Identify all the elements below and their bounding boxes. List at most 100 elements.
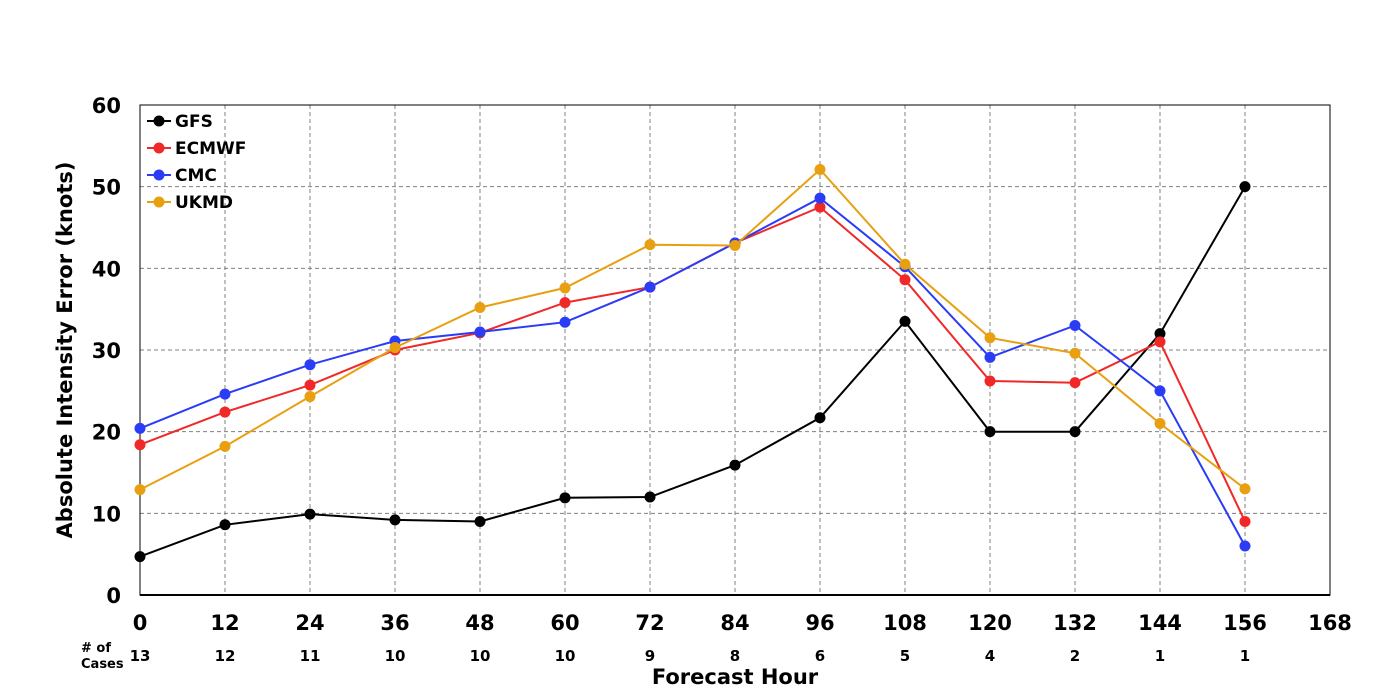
case-count-label: 10 xyxy=(555,647,576,665)
x-tick-label: 12 xyxy=(210,611,239,635)
data-point xyxy=(304,379,316,391)
x-tick-label: 84 xyxy=(720,611,749,635)
case-count-label: 10 xyxy=(470,647,491,665)
data-point xyxy=(1239,540,1251,552)
legend-marker xyxy=(153,142,165,154)
cases-row: 13 12 11 10 10 10 9 8 6 5 4 2 1 1 xyxy=(130,647,1251,665)
data-point xyxy=(559,316,571,328)
data-point xyxy=(1069,377,1081,389)
cases-row-label-line1: # of xyxy=(81,641,111,656)
case-count-label: 6 xyxy=(815,647,825,665)
data-point xyxy=(389,342,401,354)
case-count-label: 10 xyxy=(385,647,406,665)
legend-item-cmc: CMC xyxy=(147,166,217,186)
data-point xyxy=(219,440,231,452)
y-tick-labels: 0 10 20 30 40 50 60 xyxy=(92,94,121,608)
data-point xyxy=(729,239,741,251)
data-point xyxy=(389,514,401,526)
y-tick-label: 50 xyxy=(92,176,121,200)
x-tick-label: 48 xyxy=(465,611,494,635)
case-count-label: 1 xyxy=(1155,647,1165,665)
legend-label: GFS xyxy=(175,112,213,132)
x-tick-labels: 0 12 24 36 48 60 72 84 96 108 120 132 144 156 168 xyxy=(133,611,1352,635)
data-point xyxy=(304,508,316,520)
x-tick-label: 0 xyxy=(133,611,148,635)
series-line xyxy=(139,196,1246,547)
data-point xyxy=(134,422,146,434)
case-count-label: 9 xyxy=(645,647,655,665)
y-tick-label: 30 xyxy=(92,339,121,363)
x-tick-label: 168 xyxy=(1308,611,1352,635)
legend-item-ecmwf: ECMWF xyxy=(147,139,246,159)
x-tick-label: 132 xyxy=(1053,611,1097,635)
data-point xyxy=(219,388,231,400)
case-count-label: 1 xyxy=(1240,647,1250,665)
case-count-label: 11 xyxy=(300,647,321,665)
case-count-label: 2 xyxy=(1070,647,1080,665)
data-point xyxy=(814,412,826,424)
case-count-label: 13 xyxy=(130,647,151,665)
data-point xyxy=(814,192,826,204)
data-point xyxy=(304,359,316,371)
x-axis-title: Forecast Hour xyxy=(652,665,819,689)
data-point xyxy=(729,459,741,471)
legend-marker xyxy=(153,169,165,181)
x-tick-label: 24 xyxy=(295,611,324,635)
data-point xyxy=(984,426,996,438)
series-cmc xyxy=(134,192,1251,552)
data-point xyxy=(559,297,571,309)
data-point xyxy=(474,516,486,527)
series-gfs xyxy=(134,181,1251,563)
data-point xyxy=(984,351,996,363)
case-count-label: 8 xyxy=(730,647,740,665)
legend-item-ukmd: UKMD xyxy=(147,193,233,213)
data-point xyxy=(899,274,911,286)
data-point xyxy=(814,164,826,176)
x-tick-label: 108 xyxy=(883,611,927,635)
x-tick-label: 60 xyxy=(550,611,579,635)
y-tick-label: 10 xyxy=(92,502,121,526)
case-count-label: 5 xyxy=(900,647,910,665)
x-tick-label: 96 xyxy=(805,611,834,635)
data-point xyxy=(644,281,656,293)
data-point xyxy=(899,315,911,327)
grid xyxy=(140,105,1330,595)
data-point xyxy=(644,491,656,503)
x-tick-label: 156 xyxy=(1223,611,1267,635)
case-count-label: 4 xyxy=(985,647,995,665)
data-point xyxy=(219,406,231,418)
x-tick-label: 120 xyxy=(968,611,1012,635)
series-ukmd xyxy=(134,164,1251,496)
data-point xyxy=(1069,320,1081,331)
series-line xyxy=(139,186,1246,558)
legend-label: ECMWF xyxy=(175,139,246,159)
data-point xyxy=(1154,336,1166,348)
x-tick-label: 72 xyxy=(635,611,664,635)
data-point xyxy=(1239,483,1251,495)
data-point xyxy=(1239,516,1251,527)
data-point xyxy=(134,484,146,496)
data-point xyxy=(559,282,571,294)
data-point xyxy=(1154,385,1166,397)
y-tick-label: 20 xyxy=(92,421,121,445)
data-point xyxy=(474,302,486,314)
cases-row-label-line2: Cases xyxy=(81,657,124,672)
legend-item-gfs: GFS xyxy=(147,112,213,132)
data-point xyxy=(899,258,911,270)
legend-label: UKMD xyxy=(175,193,233,213)
case-count-label: 12 xyxy=(215,647,236,665)
data-point xyxy=(1154,328,1166,340)
data-point xyxy=(559,492,571,504)
data-point xyxy=(984,332,996,344)
y-tick-label: 0 xyxy=(106,584,121,608)
y-axis-title: Absolute Intensity Error (knots) xyxy=(53,162,77,539)
series-layer xyxy=(134,164,1251,563)
data-point xyxy=(644,239,656,251)
data-point xyxy=(134,439,146,451)
legend-label: CMC xyxy=(175,166,217,186)
data-point xyxy=(1154,418,1166,429)
y-tick-label: 40 xyxy=(92,257,121,281)
x-tick-label: 36 xyxy=(380,611,409,635)
legend-marker xyxy=(153,196,165,208)
data-point xyxy=(474,326,486,338)
